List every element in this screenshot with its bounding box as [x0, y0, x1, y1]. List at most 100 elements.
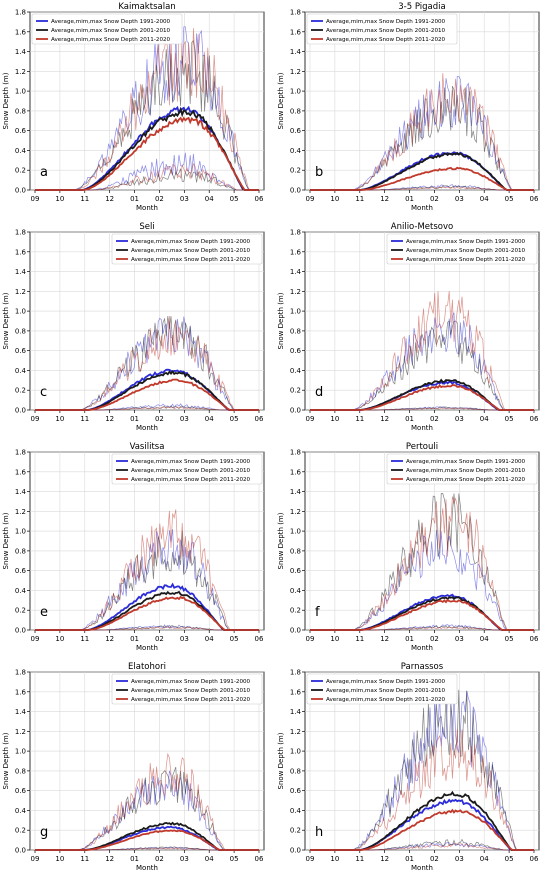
- y-tick-label: 0.8: [290, 327, 301, 335]
- legend-label: Average,mim,max Snow Depth 2001-2010: [406, 468, 526, 474]
- legend-label: Average,mim,max Snow Depth 2011-2020: [51, 37, 171, 43]
- legend-box: [306, 673, 458, 705]
- x-tick-label: 03: [180, 415, 189, 423]
- x-tick-label: 05: [505, 855, 514, 863]
- y-axis-label: Snow Depth (m): [2, 292, 10, 349]
- series-average-line-2011-2020: [35, 595, 259, 631]
- y-tick-label: 0.4: [290, 147, 302, 155]
- y-tick-label: 0.8: [290, 107, 301, 115]
- legend-label: Average,mim,max Snow Depth 1991-2000: [131, 239, 251, 245]
- y-tick-label: 1.4: [15, 708, 27, 716]
- x-tick-label: 01: [130, 635, 139, 643]
- legend-label: Average,mim,max Snow Depth 1991-2000: [406, 239, 526, 245]
- x-tick-label: 03: [180, 855, 189, 863]
- panel-letter: b: [315, 165, 323, 180]
- y-tick-label: 1.8: [290, 449, 301, 457]
- x-tick-label: 01: [405, 415, 414, 423]
- y-tick-label: 1.0: [290, 88, 301, 96]
- y-tick-label: 0.0: [290, 187, 301, 195]
- y-tick-label: 1.6: [15, 28, 27, 36]
- x-tick-label: 06: [255, 415, 264, 423]
- y-tick-label: 1.8: [15, 9, 26, 17]
- legend-label: Average,mim,max Snow Depth 2001-2010: [51, 28, 171, 34]
- series-average-line-2011-2020: [310, 598, 534, 631]
- y-tick-label: 1.0: [15, 748, 26, 756]
- x-tick-label: 11: [80, 855, 89, 863]
- x-tick-label: 10: [55, 415, 64, 423]
- x-tick-label: 01: [405, 635, 414, 643]
- chart-title: Parnassos: [401, 662, 444, 672]
- y-tick-label: 0.0: [290, 847, 301, 855]
- chart-panel-d: 0.0 0.2 0.4 0.6 0.8 1.0 1.2 1.4 1.6 1.8 09 10 11 12 01…: [277, 222, 540, 432]
- x-tick-label: 05: [230, 415, 239, 423]
- x-tick-label: 04: [205, 855, 214, 863]
- chart-title: Vasilitsa: [130, 442, 165, 452]
- x-tick-label: 04: [205, 415, 214, 423]
- x-tick-label: 04: [205, 635, 214, 643]
- y-tick-label: 0.2: [290, 827, 301, 835]
- x-tick-label: 09: [306, 415, 315, 423]
- y-tick-label: 1.8: [15, 669, 26, 677]
- x-tick-label: 11: [80, 635, 89, 643]
- chart-panel-b: 0.0 0.2 0.4 0.6 0.8 1.0 1.2 1.4 1.6 1.8 09 10 11 12 01…: [277, 2, 540, 212]
- y-axis-label: Snow Depth (m): [2, 512, 10, 569]
- x-tick-label: 04: [480, 415, 489, 423]
- x-tick-label: 09: [306, 195, 315, 203]
- y-tick-label: 1.2: [290, 508, 301, 516]
- y-tick-label: 0.8: [15, 107, 26, 115]
- legend-label: Average,mim,max Snow Depth 2011-2020: [406, 477, 526, 483]
- panel-letter: f: [315, 605, 320, 620]
- x-axis-label: Month: [136, 644, 158, 652]
- y-axis-label: Snow Depth (m): [277, 72, 285, 129]
- chart-title: 3-5 Pigadia: [398, 2, 445, 12]
- legend: Average,mim,max Snow Depth 1991-2000 Aver…: [306, 673, 458, 705]
- legend-label: Average,mim,max Snow Depth 1991-2000: [131, 459, 251, 465]
- x-tick-label: 05: [505, 635, 514, 643]
- y-tick-label: 1.8: [290, 9, 301, 17]
- legend-label: Average,mim,max Snow Depth 2011-2020: [406, 257, 526, 263]
- y-axis-label: Snow Depth (m): [277, 732, 285, 789]
- y-tick-label: 0.0: [290, 627, 301, 635]
- legend: Average,mim,max Snow Depth 1991-2000 Aver…: [111, 673, 263, 705]
- x-tick-label: 09: [31, 635, 40, 643]
- x-tick-label: 11: [80, 415, 89, 423]
- x-tick-label: 03: [455, 855, 464, 863]
- y-tick-label: 1.8: [15, 229, 26, 237]
- legend-label: Average,mim,max Snow Depth 2001-2010: [326, 28, 446, 34]
- x-tick-label: 05: [505, 415, 514, 423]
- y-tick-label: 1.4: [15, 48, 27, 56]
- x-axis-label: Month: [136, 864, 158, 872]
- y-tick-label: 0.0: [15, 187, 26, 195]
- legend-label: Average,mim,max Snow Depth 2011-2020: [131, 477, 251, 483]
- x-tick-label: 10: [330, 415, 339, 423]
- y-tick-label: 0.6: [15, 127, 27, 135]
- x-tick-label: 10: [55, 635, 64, 643]
- y-axis-label: Snow Depth (m): [2, 72, 10, 129]
- legend-label: Average,mim,max Snow Depth 1991-2000: [326, 19, 446, 25]
- y-tick-label: 1.2: [15, 68, 26, 76]
- legend-box: [111, 233, 263, 265]
- x-tick-label: 06: [530, 635, 539, 643]
- x-tick-label: 04: [480, 635, 489, 643]
- x-tick-label: 09: [31, 855, 40, 863]
- y-tick-label: 0.6: [15, 567, 27, 575]
- x-tick-label: 03: [455, 195, 464, 203]
- y-tick-label: 1.6: [290, 688, 302, 696]
- y-tick-label: 1.4: [15, 488, 27, 496]
- y-tick-label: 0.6: [290, 127, 302, 135]
- x-tick-label: 05: [505, 195, 514, 203]
- y-tick-label: 0.6: [15, 787, 27, 795]
- y-tick-label: 1.0: [15, 88, 26, 96]
- legend: Average,mim,max Snow Depth 1991-2000 Aver…: [306, 13, 458, 45]
- y-tick-label: 0.2: [15, 607, 26, 615]
- x-tick-label: 05: [230, 635, 239, 643]
- x-tick-label: 01: [405, 855, 414, 863]
- series-average-line-2011-2020: [310, 808, 534, 851]
- series-average-line-2011-2020: [310, 384, 534, 411]
- y-tick-label: 0.4: [290, 367, 302, 375]
- y-tick-label: 1.2: [290, 68, 301, 76]
- legend-label: Average,mim,max Snow Depth 2001-2010: [131, 248, 251, 254]
- y-tick-label: 1.6: [290, 468, 302, 476]
- x-tick-label: 11: [355, 855, 364, 863]
